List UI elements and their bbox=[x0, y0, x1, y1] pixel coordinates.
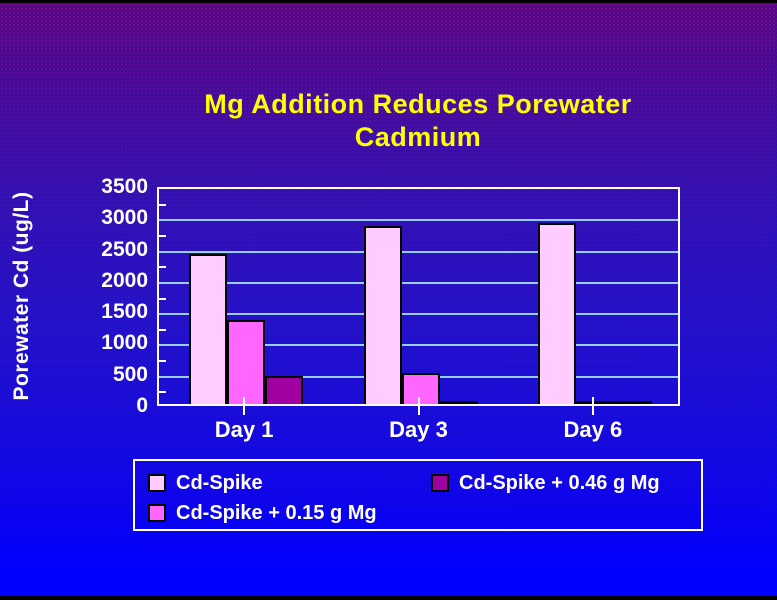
y-tick-label: 3000 bbox=[101, 206, 148, 230]
x-tick-label: Day 6 bbox=[563, 417, 623, 442]
y-tick-label: 3500 bbox=[101, 175, 148, 198]
y-axis-minor-tick bbox=[159, 360, 166, 363]
plot-area bbox=[157, 187, 680, 406]
y-tick-label: 2000 bbox=[101, 268, 148, 292]
legend-label: Cd-Spike bbox=[176, 471, 263, 494]
chart-title-line2: Cadmium bbox=[354, 122, 482, 152]
gridline bbox=[159, 281, 678, 284]
y-tick-label: 1500 bbox=[101, 300, 148, 324]
bar-day1-s3 bbox=[265, 376, 304, 404]
bar-day6-s1 bbox=[537, 223, 576, 404]
y-axis-minor-tick bbox=[159, 297, 166, 300]
legend-item: Cd-Spike bbox=[148, 472, 431, 495]
chart-legend: Cd-Spike Cd-Spike + 0.46 g Mg Cd-Spike + 0… bbox=[133, 459, 703, 531]
bar-zero-day6-s3 bbox=[613, 401, 652, 404]
legend-item: Cd-Spike + 0.15 g Mg bbox=[148, 502, 431, 525]
legend-swatch bbox=[148, 474, 166, 492]
bar-day3-s1 bbox=[363, 226, 402, 404]
gridline bbox=[159, 250, 678, 253]
legend-swatch bbox=[148, 504, 166, 522]
y-axis-minor-tick bbox=[159, 328, 166, 331]
chart-title-line1: Mg Addition Reduces Porewater bbox=[204, 89, 632, 119]
y-axis-minor-tick bbox=[159, 266, 166, 269]
y-tick-label: 500 bbox=[112, 362, 148, 386]
legend-swatch bbox=[431, 474, 449, 492]
gridline bbox=[159, 219, 678, 222]
gridline bbox=[159, 344, 678, 347]
x-axis-category-tick bbox=[591, 397, 594, 415]
x-axis-category-tick bbox=[417, 397, 420, 415]
legend-label: Cd-Spike + 0.46 g Mg bbox=[459, 471, 660, 494]
y-axis-minor-tick bbox=[159, 234, 166, 237]
y-axis-minor-tick bbox=[159, 203, 166, 206]
bar-day1-s2 bbox=[227, 320, 266, 404]
y-axis-title: Porewater Cd (ug/L) bbox=[10, 191, 33, 401]
bar-zero-day3-s3 bbox=[439, 401, 478, 404]
bar-day1-s1 bbox=[189, 254, 228, 404]
x-tick-label: Day 3 bbox=[389, 417, 448, 442]
legend-item: Cd-Spike + 0.46 g Mg bbox=[431, 472, 701, 495]
gridline bbox=[159, 313, 678, 316]
x-tick-label: Day 1 bbox=[214, 417, 274, 442]
bar-zero-day6-s2 bbox=[575, 401, 614, 404]
y-axis-minor-tick bbox=[159, 391, 166, 394]
bar-day3-s2 bbox=[401, 373, 440, 404]
legend-label: Cd-Spike + 0.15 g Mg bbox=[176, 501, 377, 524]
x-axis-category-tick bbox=[243, 397, 246, 415]
y-tick-label: 1000 bbox=[101, 331, 148, 355]
y-tick-label: 2500 bbox=[101, 237, 148, 261]
chart-title: Mg Addition Reduces Porewater Cadmium bbox=[98, 88, 738, 154]
y-tick-label: 0 bbox=[136, 394, 148, 417]
